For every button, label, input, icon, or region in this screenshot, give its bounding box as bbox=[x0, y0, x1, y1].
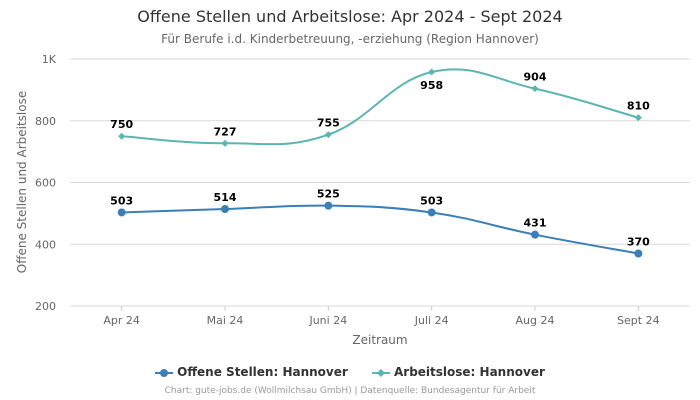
x-tick-label: Sept 24 bbox=[617, 314, 660, 327]
data-label: 503 bbox=[110, 194, 133, 207]
series-offene-stellen: 503 514 525 503 431 370 bbox=[110, 188, 650, 258]
data-label: 750 bbox=[110, 118, 133, 131]
chart-title: Offene Stellen und Arbeitslose: Apr 2024… bbox=[137, 7, 563, 26]
data-point[interactable] bbox=[427, 208, 436, 217]
data-point[interactable] bbox=[117, 208, 126, 217]
data-point[interactable] bbox=[221, 139, 229, 147]
data-label: 755 bbox=[317, 117, 340, 130]
data-label: 810 bbox=[627, 100, 650, 113]
legend-item-offene-stellen[interactable]: Offene Stellen: Hannover bbox=[155, 365, 348, 379]
x-tick-label: Mai 24 bbox=[207, 314, 244, 327]
series-group: 503 514 525 503 431 370 750 727 755 958 904 810 bbox=[110, 68, 650, 258]
legend-label: Arbeitslose: Hannover bbox=[393, 365, 545, 379]
legend-label: Offene Stellen: Hannover bbox=[177, 365, 348, 379]
legend-item-arbeitslose[interactable]: Arbeitslose: Hannover bbox=[371, 365, 545, 379]
data-label: 904 bbox=[524, 71, 547, 84]
data-label: 503 bbox=[420, 194, 443, 207]
data-label: 431 bbox=[524, 217, 547, 230]
y-tick-label: 400 bbox=[35, 238, 56, 251]
data-point[interactable] bbox=[428, 68, 436, 76]
x-tick-label: Aug 24 bbox=[516, 314, 555, 327]
data-point[interactable] bbox=[324, 131, 332, 139]
x-tick-label: Apr 24 bbox=[103, 314, 140, 327]
line-chart: 200 400 600 800 1K Apr 24 Mai 24 Juni 24 Juli 2… bbox=[15, 53, 690, 347]
series-line bbox=[121, 68, 639, 146]
data-point[interactable] bbox=[531, 230, 539, 239]
x-tick-label: Juni 24 bbox=[308, 314, 347, 327]
data-label: 958 bbox=[420, 79, 443, 92]
data-label: 727 bbox=[214, 125, 237, 138]
y-tick-label: 600 bbox=[35, 177, 56, 190]
y-axis: 200 400 600 800 1K bbox=[35, 53, 57, 313]
data-point[interactable] bbox=[634, 249, 643, 258]
y-tick-label: 800 bbox=[35, 115, 56, 128]
y-tick-label: 200 bbox=[35, 300, 56, 313]
grid-lines bbox=[70, 58, 690, 307]
x-axis: Apr 24 Mai 24 Juni 24 Juli 24 Aug 24 Sept 24 bbox=[103, 306, 660, 327]
legend-marker-diamond bbox=[371, 368, 390, 377]
data-point[interactable] bbox=[324, 201, 333, 210]
chart-credits[interactable]: Chart: gute-jobs.de (Wollmilchsau GmbH) … bbox=[164, 386, 536, 396]
series-line bbox=[121, 204, 639, 255]
x-tick-label: Juli 24 bbox=[414, 314, 449, 327]
legend-marker-circle bbox=[155, 368, 174, 377]
data-label: 370 bbox=[627, 236, 650, 249]
data-point[interactable] bbox=[634, 114, 642, 122]
x-axis-label: Zeitraum bbox=[352, 333, 407, 347]
data-label: 525 bbox=[317, 188, 340, 201]
legend: Offene Stellen: Hannover Arbeitslose: Ha… bbox=[0, 365, 700, 379]
data-point[interactable] bbox=[118, 132, 126, 140]
y-tick-label: 1K bbox=[42, 53, 57, 66]
data-label: 514 bbox=[214, 191, 237, 204]
y-axis-label: Offene Stellen und Arbeitslose bbox=[15, 91, 29, 273]
chart-subtitle: Für Berufe i.d. Kinderbetreuung, -erzieh… bbox=[161, 32, 539, 46]
data-point[interactable] bbox=[221, 205, 229, 214]
data-point[interactable] bbox=[531, 85, 539, 93]
series-arbeitslose: 750 727 755 958 904 810 bbox=[110, 68, 650, 147]
